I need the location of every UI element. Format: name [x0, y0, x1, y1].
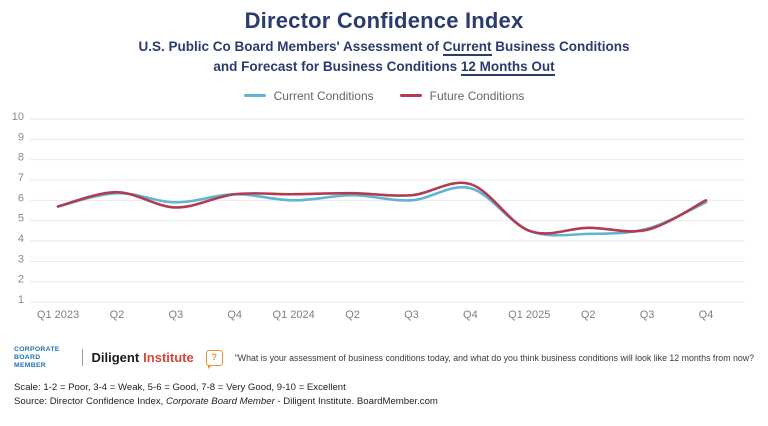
footer: CORPORATE BOARD MEMBER Diligent Institute… — [14, 346, 754, 369]
cbm-line-2: BOARD MEMBER — [14, 353, 47, 369]
current-conditions-swatch-icon — [243, 93, 266, 98]
subtitle-2-underlined: 12 Months Out — [460, 59, 555, 77]
y-axis-tick-label: 3 — [18, 253, 24, 265]
diligent-institute-logo: Diligent Institute — [91, 349, 193, 367]
legend-label-future: Future Conditions — [429, 88, 525, 103]
brand-row: CORPORATE BOARD MEMBER Diligent Institute… — [14, 346, 754, 369]
subtitle-1-underlined: Current — [442, 39, 492, 56]
x-axis-tick-label: Q2 — [345, 309, 360, 321]
institute-wordmark: Institute — [143, 349, 194, 365]
survey-question-text: "What is your assessment of business con… — [234, 352, 754, 363]
logo-divider — [82, 349, 84, 367]
scale-note: Scale: 1-2 = Poor, 3-4 = Weak, 5-6 = Goo… — [14, 382, 346, 393]
x-axis-tick-label: Q4 — [699, 309, 714, 321]
question-mark-glyph: ? — [211, 352, 218, 364]
x-axis-tick-label: Q3 — [404, 309, 419, 321]
footnotes: Scale: 1-2 = Poor, 3-4 = Weak, 5-6 = Goo… — [14, 381, 438, 409]
y-axis-tick-label: 1 — [18, 294, 24, 306]
y-axis-tick-label: 8 — [18, 151, 24, 163]
subtitle-line-2: and Forecast for Business Conditions 12 … — [0, 57, 768, 77]
x-axis-tick-label: Q3 — [640, 309, 655, 321]
y-axis-tick-label: 6 — [18, 192, 24, 204]
x-axis-tick-label: Q1 2025 — [508, 309, 550, 321]
subtitle-1-post: Business Conditions — [491, 39, 630, 54]
source-prefix: Source: Director Confidence Index, — [14, 395, 166, 407]
subtitle: U.S. Public Co Board Members' Assessment… — [0, 37, 768, 78]
header: Director Confidence Index U.S. Public Co… — [0, 0, 768, 78]
y-axis-tick-label: 7 — [18, 172, 24, 184]
series-line-current-conditions — [56, 185, 708, 237]
page-title: Director Confidence Index — [244, 8, 524, 33]
corporate-board-member-logo: CORPORATE BOARD MEMBER — [14, 346, 74, 369]
source-note: Source: Director Confidence Index, Corpo… — [14, 395, 438, 409]
chart-legend: Current Conditions Future Conditions — [0, 88, 768, 104]
x-axis-tick-label: Q4 — [227, 309, 242, 321]
x-axis-tick-label: Q4 — [463, 309, 478, 321]
legend-item-future: Future Conditions — [399, 88, 525, 103]
x-axis-tick-label: Q1 2024 — [273, 309, 315, 321]
legend-label-current: Current Conditions — [273, 88, 374, 103]
subtitle-line-1: U.S. Public Co Board Members' Assessment… — [0, 37, 768, 57]
y-axis-tick-label: 5 — [18, 212, 24, 224]
source-suffix: - Diligent Institute. BoardMember.com — [274, 395, 438, 407]
x-axis-tick-label: Q1 2023 — [37, 309, 79, 321]
x-axis-tick-label: Q2 — [581, 309, 596, 321]
diligent-wordmark: Diligent — [91, 349, 140, 365]
x-axis-tick-label: Q2 — [110, 309, 125, 321]
question-bubble-icon: ? — [205, 349, 223, 369]
y-axis-tick-label: 10 — [12, 111, 24, 123]
source-publication: Corporate Board Member — [165, 395, 275, 407]
future-conditions-swatch-icon — [399, 93, 422, 98]
series-line-future-conditions — [56, 181, 708, 235]
legend-item-current: Current Conditions — [243, 88, 374, 103]
y-axis-tick-label: 4 — [18, 233, 24, 245]
line-chart: 1 2 3 4 5 6 7 8 9 10 Q1 2023 Q2 Q3 Q4 Q1 2024 Q2 Q3 Q4 Q1 … — [0, 106, 768, 328]
x-axis-tick-label: Q3 — [168, 309, 183, 321]
chart-canvas: 1 2 3 4 5 6 7 8 9 10 Q1 2023 Q2 Q3 Q4 Q1 2024 Q2 Q3 Q4 Q1 … — [12, 111, 745, 321]
subtitle-2-pre: and Forecast for Business Conditions — [213, 59, 461, 75]
cbm-line-1: CORPORATE — [14, 346, 60, 353]
y-axis-tick-label: 2 — [18, 273, 24, 285]
y-axis-tick-label: 9 — [18, 131, 24, 143]
subtitle-1-pre: U.S. Public Co Board Members' Assessment… — [138, 39, 443, 54]
